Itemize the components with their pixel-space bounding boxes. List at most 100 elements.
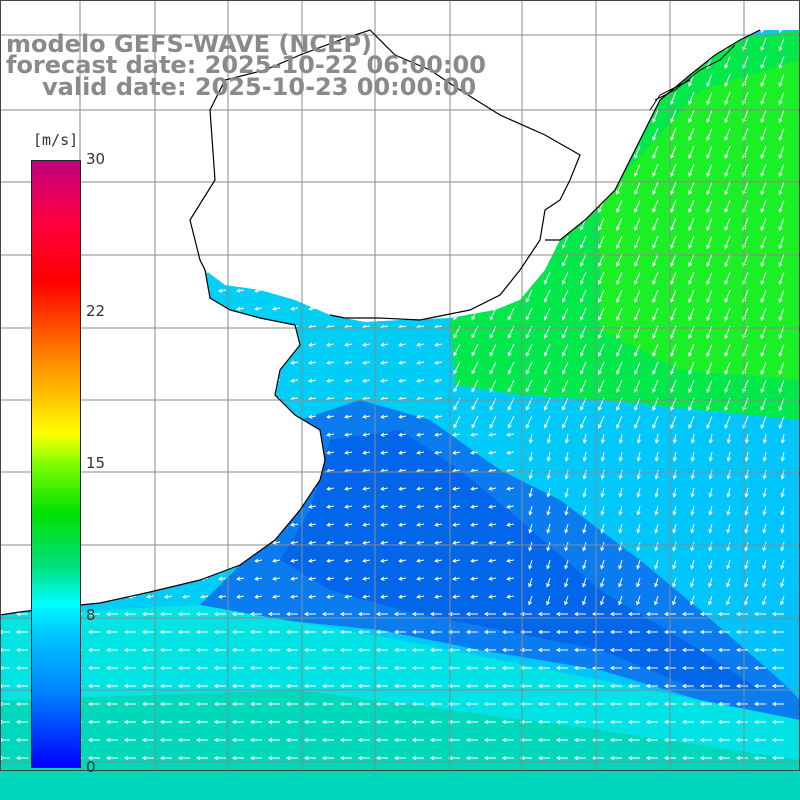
wind-arrow [110,216,119,221]
wind-arrow [600,469,605,480]
wind-arrow [380,594,389,599]
wind-arrow [636,577,641,588]
wind-arrow [357,755,370,761]
wind-arrow [110,144,119,149]
wind-arrow [362,234,371,239]
wind-arrow [146,432,155,437]
wind-arrow [760,91,767,106]
wind-arrow [380,270,389,275]
wind-arrow [627,737,640,743]
wind-arrow [249,755,262,761]
wind-arrow [618,523,623,534]
wind-arrow [652,307,659,321]
wind-arrow [2,90,11,95]
wind-arrow [2,216,11,221]
wind-arrow [546,469,551,480]
wind-arrow [616,109,623,123]
wind-arrow [398,558,407,563]
wind-arrow [200,360,209,365]
wind-arrow [2,234,11,239]
wind-arrow [670,181,677,195]
wind-arrow [308,432,317,437]
wind-arrow [582,487,587,498]
wind-arrow [218,288,227,293]
wind-arrow [362,108,371,113]
wind-arrow [177,611,190,617]
wind-arrow [470,540,479,545]
wind-arrow [525,199,533,213]
wind-arrow [92,432,101,437]
wind-arrow [146,180,155,185]
wind-arrow [525,55,533,69]
wind-arrow [249,683,262,689]
wind-arrow [362,360,371,365]
wind-arrow [231,701,244,707]
wind-arrow [778,289,785,304]
wind-arrow [724,109,731,124]
wind-arrow [760,289,767,304]
wind-arrow [416,360,425,365]
wind-arrow [724,30,731,34]
wind-arrow [416,558,425,563]
wind-arrow [128,432,137,437]
wind-arrow [543,109,551,123]
wind-arrow [507,55,515,69]
wind-arrow [780,487,785,498]
wind-arrow [470,576,479,581]
wind-arrow [618,577,623,588]
wind-arrow [453,217,461,231]
wind-arrow [724,271,731,286]
wind-arrow [561,361,569,375]
wind-arrow [489,127,497,141]
wind-arrow [110,288,119,293]
wind-arrow [537,629,550,635]
wind-arrow [327,19,334,22]
wind-arrow [146,342,155,347]
wind-arrow [724,361,731,376]
wind-arrow [110,198,119,203]
wind-arrow [362,216,371,221]
wind-arrow [195,665,208,671]
wind-arrow [470,432,479,437]
wind-arrow [561,163,569,177]
wind-arrow [470,558,479,563]
wind-arrow [434,216,443,221]
wind-arrow [652,271,659,285]
wind-arrow [525,271,533,285]
wind-arrow [267,611,280,617]
wind-arrow [706,379,713,394]
wind-arrow [177,701,190,707]
wind-arrow [609,755,622,761]
wind-arrow [398,540,407,545]
wind-arrow [110,126,119,131]
wind-arrow [573,755,586,761]
wind-arrow [195,737,208,743]
wind-arrow [398,576,407,581]
wind-arrow [636,469,641,480]
wind-arrow [489,30,497,33]
wind-arrow [308,558,317,563]
wind-arrow [146,414,155,419]
wind-arrow [380,306,389,311]
wind-arrow [708,505,713,516]
wind-arrow [591,719,604,725]
wind-arrow [308,414,317,419]
wind-arrow [453,163,461,177]
wind-arrow [616,235,623,249]
wind-arrow [254,234,263,239]
wind-arrow [236,270,245,275]
wind-arrow [489,253,497,267]
wind-arrow [735,665,748,671]
wind-arrow [92,180,101,185]
title-forecast-date: forecast date: 2025-10-22 06:00:00 [6,51,486,79]
wind-arrow [398,504,407,509]
wind-arrow [218,594,227,599]
wind-arrow [128,270,137,275]
wind-arrow [717,629,730,635]
wind-arrow [471,127,479,141]
wind-arrow [434,306,443,311]
wind-arrow [326,144,335,149]
wind-arrow [416,234,425,239]
wind-arrow [501,665,514,671]
wind-arrow [555,683,568,689]
